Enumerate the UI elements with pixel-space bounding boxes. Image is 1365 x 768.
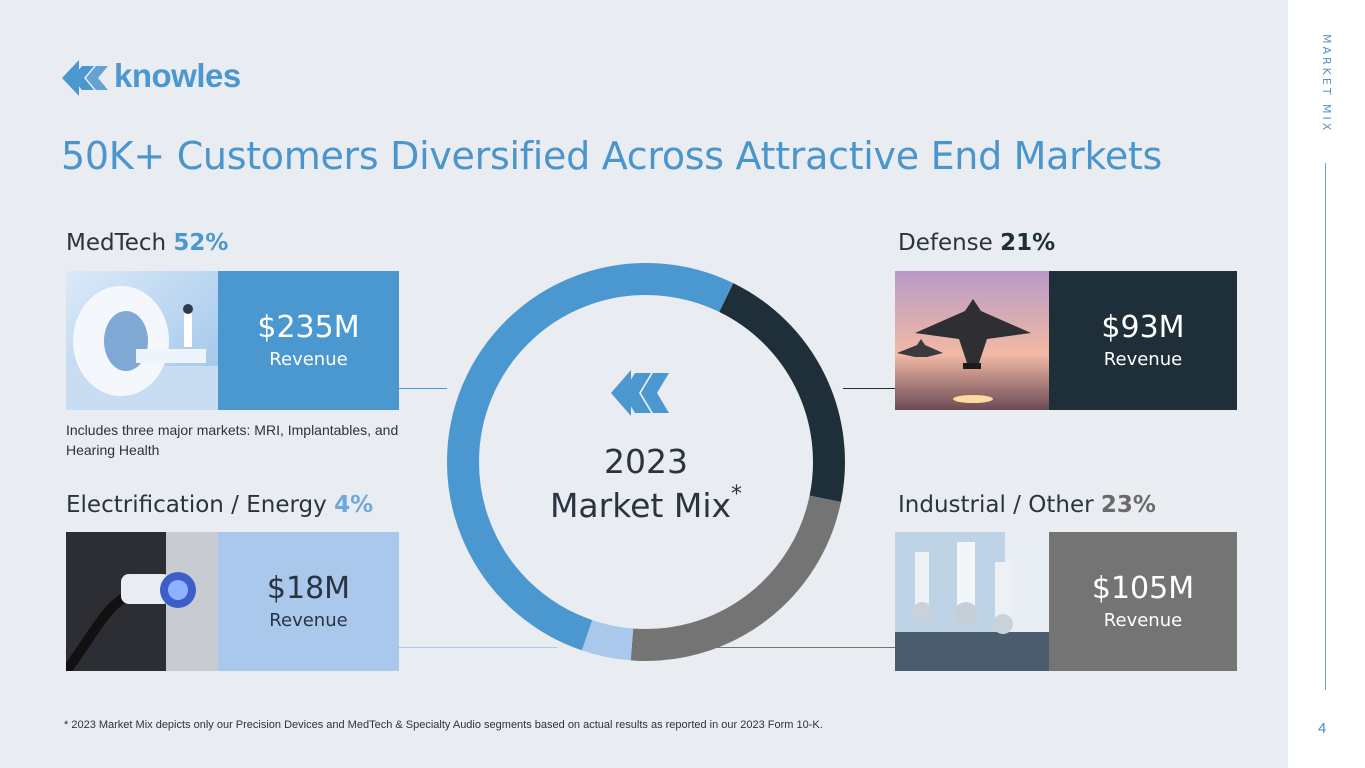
defense-pct: 21% [1000, 230, 1056, 256]
industrial-label: Industrial / Other 23% [898, 492, 1156, 518]
mri-photo [66, 271, 218, 410]
medtech-revenue-label: Revenue [269, 348, 348, 370]
electrification-revenue-label: Revenue [269, 609, 348, 631]
donut-slice-industrial-other [630, 495, 841, 661]
robot-arms-photo [895, 532, 1049, 671]
page-number: 4 [1318, 720, 1327, 737]
industrial-name: Industrial / Other [898, 492, 1094, 518]
defense-revenue-label: Revenue [1103, 348, 1183, 370]
defense-connector [843, 388, 895, 389]
section-label: MARKET MIX [1320, 34, 1333, 134]
medtech-label: MedTech 52% [66, 230, 228, 256]
page-title: 50K+ Customers Diversified Across Attrac… [61, 134, 1163, 178]
electrification-card: $18M Revenue [66, 532, 399, 671]
donut-slice-medtech [447, 263, 734, 651]
medtech-pct: 52% [173, 230, 229, 256]
defense-name: Defense [898, 230, 993, 256]
medtech-connector [399, 388, 447, 389]
center-caption: Market Mix* [496, 484, 796, 528]
industrial-connector [700, 647, 895, 648]
electrification-name: Electrification / Energy [66, 492, 327, 518]
industrial-revenue-label: Revenue [1103, 609, 1183, 631]
donut-slice-defense [718, 283, 845, 503]
defense-card: $93M Revenue [895, 271, 1237, 410]
center-label-text: Market Mix [549, 486, 732, 525]
donut-slice-electrification-energy [581, 619, 634, 661]
electrification-info: $18M Revenue [218, 532, 399, 671]
brand-logo: knowles [62, 57, 241, 98]
knowles-mark-icon [611, 370, 669, 416]
center-year: 2023 [604, 442, 688, 481]
electrification-amount: $18M [266, 570, 351, 606]
medtech-amount: $235M [257, 309, 360, 345]
ev-charger-photo [66, 532, 218, 671]
defense-amount: $93M [1101, 309, 1185, 345]
brand-name: knowles [114, 57, 241, 94]
medtech-info: $235M Revenue [218, 271, 399, 410]
right-sidebar [1288, 0, 1365, 768]
medtech-name: MedTech [66, 230, 167, 256]
industrial-pct: 23% [1100, 492, 1156, 518]
electrification-connector [397, 647, 557, 648]
sidebar-divider [1325, 163, 1326, 690]
industrial-card: $105M Revenue [895, 532, 1237, 671]
medtech-card: $235M Revenue [66, 271, 399, 410]
electrification-label: Electrification / Energy 4% [66, 492, 373, 518]
defense-info: $93M Revenue [1049, 271, 1237, 410]
medtech-note: Includes three major markets: MRI, Impla… [66, 422, 399, 458]
defense-label: Defense 21% [898, 230, 1055, 256]
footnote: * 2023 Market Mix depicts only our Preci… [64, 719, 823, 731]
market-mix-donut-chart [447, 263, 845, 661]
center-asterisk: * [731, 482, 743, 507]
industrial-info: $105M Revenue [1049, 532, 1237, 671]
industrial-amount: $105M [1091, 570, 1195, 606]
electrification-pct: 4% [334, 492, 374, 518]
knowles-logo-icon [62, 60, 108, 96]
jet-photo [895, 271, 1049, 410]
donut-center-label: 2023 Market Mix* [496, 440, 796, 528]
